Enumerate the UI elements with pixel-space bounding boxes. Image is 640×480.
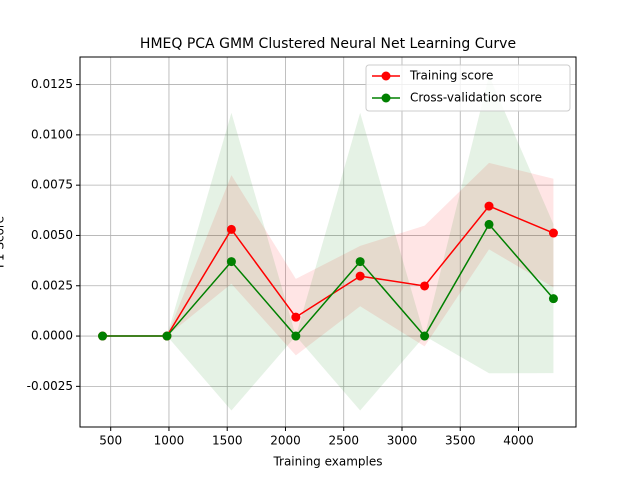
point	[162, 331, 172, 341]
axes-frame	[79, 56, 577, 428]
point	[420, 281, 430, 291]
point	[548, 228, 558, 238]
y-tick-label: 0.0050	[31, 228, 73, 242]
point	[355, 257, 365, 267]
legend-marker	[381, 71, 391, 81]
x-tick-label: 2500	[328, 434, 359, 448]
x-axis-label: Training examples	[272, 455, 382, 469]
point	[484, 201, 494, 211]
x-tick-label: 3000	[387, 434, 418, 448]
std-band	[102, 75, 554, 411]
y-tick-label: 0.0100	[31, 127, 73, 141]
x-tick-label: 1500	[212, 434, 243, 448]
x-tick-label: 500	[99, 434, 122, 448]
x-tick-label: 3500	[445, 434, 476, 448]
y-tick-label: 0.0075	[31, 178, 73, 192]
point	[291, 331, 301, 341]
point	[226, 224, 236, 234]
series-line	[102, 223, 555, 338]
point	[98, 331, 108, 341]
legend-box	[365, 64, 571, 112]
y-tick-label: 0.0025	[31, 278, 73, 292]
legend-label: Cross-validation score	[410, 91, 542, 105]
legend-marker	[381, 93, 391, 103]
chart-title: HMEQ PCA GMM Clustered Neural Net Learni…	[140, 36, 516, 52]
series-line	[102, 205, 554, 337]
point	[291, 312, 301, 322]
point	[355, 271, 365, 281]
y-axis-label: F1 Score	[0, 216, 7, 268]
legend-label: Training score	[409, 69, 493, 83]
point	[548, 294, 558, 304]
x-tick-label: 4000	[503, 434, 534, 448]
y-tick-label: 0.0125	[31, 77, 73, 91]
point	[484, 219, 494, 229]
point	[226, 257, 236, 267]
y-tick-label: 0.0000	[31, 329, 73, 343]
point	[420, 331, 430, 341]
x-tick-label: 2000	[270, 434, 301, 448]
y-tick-label: -0.0025	[27, 379, 73, 393]
x-tick-label: 1000	[154, 434, 185, 448]
